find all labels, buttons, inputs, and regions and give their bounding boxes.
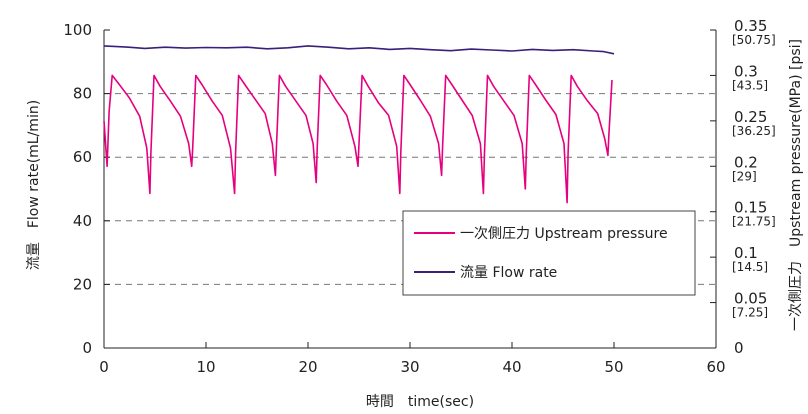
left-tick-label-40: 40 xyxy=(73,212,92,230)
axes xyxy=(103,29,717,349)
left-tick-label-80: 80 xyxy=(73,85,92,103)
x-tick-label-30: 30 xyxy=(400,358,419,376)
legend-label-upstream-pressure: 一次側圧力 Upstream pressure xyxy=(460,226,668,242)
left-tick-label-20: 20 xyxy=(73,275,92,293)
series-line-upstream-pressure xyxy=(103,74,613,204)
left-tick-label-60: 60 xyxy=(73,148,92,166)
right-tick-sublabel-0.3: [43.5] xyxy=(732,78,768,92)
right-tick-sublabel-0.25: [36.25] xyxy=(732,124,776,138)
right-tick-label-0.35: 0.35 xyxy=(734,17,767,35)
series-layer xyxy=(103,45,615,204)
x-tick-label-60: 60 xyxy=(706,358,725,376)
legend: 一次側圧力 Upstream pressure 流量 Flow rate xyxy=(402,210,696,296)
right-tick-sublabel-0.2: [29] xyxy=(732,169,757,183)
right-axis-label: 一次側圧力 Upstream pressure(MPa) [psi] xyxy=(788,39,804,331)
right-tick-label-0.05: 0.05 xyxy=(734,290,767,308)
x-tick-label-50: 50 xyxy=(604,358,623,376)
x-tick-label-10: 10 xyxy=(196,358,215,376)
left-axis-label: 流量 Flow rate(mL/min) xyxy=(26,100,42,270)
right-tick-label-0.1: 0.1 xyxy=(734,244,758,262)
right-tick-label-0.15: 0.15 xyxy=(734,199,767,217)
right-tick-sublabel-0.15: [21.75] xyxy=(732,215,776,229)
left-tick-label-0: 0 xyxy=(82,339,92,357)
x-tick-label-40: 40 xyxy=(502,358,521,376)
right-tick-sublabel-0.1: [14.5] xyxy=(732,260,768,274)
legend-label-flow-rate: 流量 Flow rate xyxy=(460,265,557,281)
series-line-flow-rate xyxy=(103,45,615,55)
right-tick-sublabel-0.35: [50.75] xyxy=(732,33,776,47)
x-tick-label-0: 0 xyxy=(99,358,109,376)
right-tick-label-0.2: 0.2 xyxy=(734,153,758,171)
right-tick-label-0: 0 xyxy=(734,339,744,357)
x-tick-label-20: 20 xyxy=(298,358,317,376)
right-tick-sublabel-0.05: [7.25] xyxy=(732,306,768,320)
left-tick-label-100: 100 xyxy=(63,21,92,39)
legend-box xyxy=(402,210,696,296)
right-tick-label-0.25: 0.25 xyxy=(734,108,767,126)
x-axis-label: 時間 time(sec) xyxy=(366,394,474,410)
right-tick-label-0.3: 0.3 xyxy=(734,62,758,80)
